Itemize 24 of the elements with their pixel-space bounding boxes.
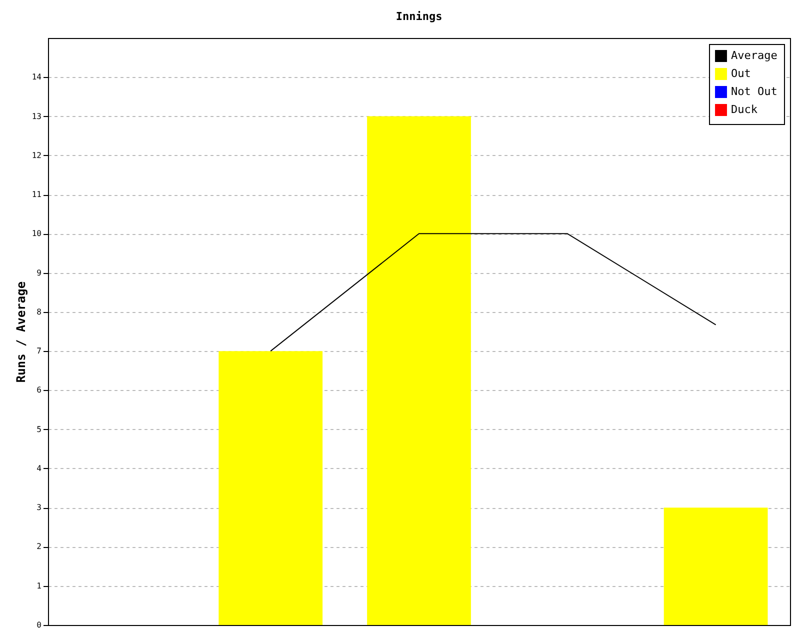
chart-title: Innings (396, 10, 442, 23)
y-tick-label: 9 (36, 268, 42, 278)
y-tick-label: 0 (36, 620, 42, 630)
y-tick-label: 6 (36, 386, 42, 395)
legend-label: Not Out (731, 85, 778, 98)
y-tick-label: 13 (32, 112, 42, 121)
legend-label: Average (731, 49, 778, 62)
y-tick-label: 14 (32, 72, 42, 82)
y-tick-label: 5 (36, 424, 42, 434)
y-tick-label: 10 (32, 229, 42, 238)
legend-label: Duck (731, 103, 758, 116)
y-axis-title: Runs / Average (14, 281, 28, 383)
y-tick-label: 8 (36, 307, 42, 316)
y-tick-label: 2 (36, 542, 42, 552)
y-tick-label: 3 (36, 503, 42, 512)
bar (367, 116, 471, 625)
y-tick-label: 1 (36, 581, 42, 590)
y-tick-label: 4 (36, 464, 42, 473)
bar (218, 351, 323, 625)
y-tick-label: 12 (32, 150, 42, 160)
legend-label: Out (731, 67, 751, 80)
bar (664, 508, 768, 625)
y-tick-label: 11 (32, 190, 42, 200)
y-tick-label: 7 (36, 346, 42, 356)
